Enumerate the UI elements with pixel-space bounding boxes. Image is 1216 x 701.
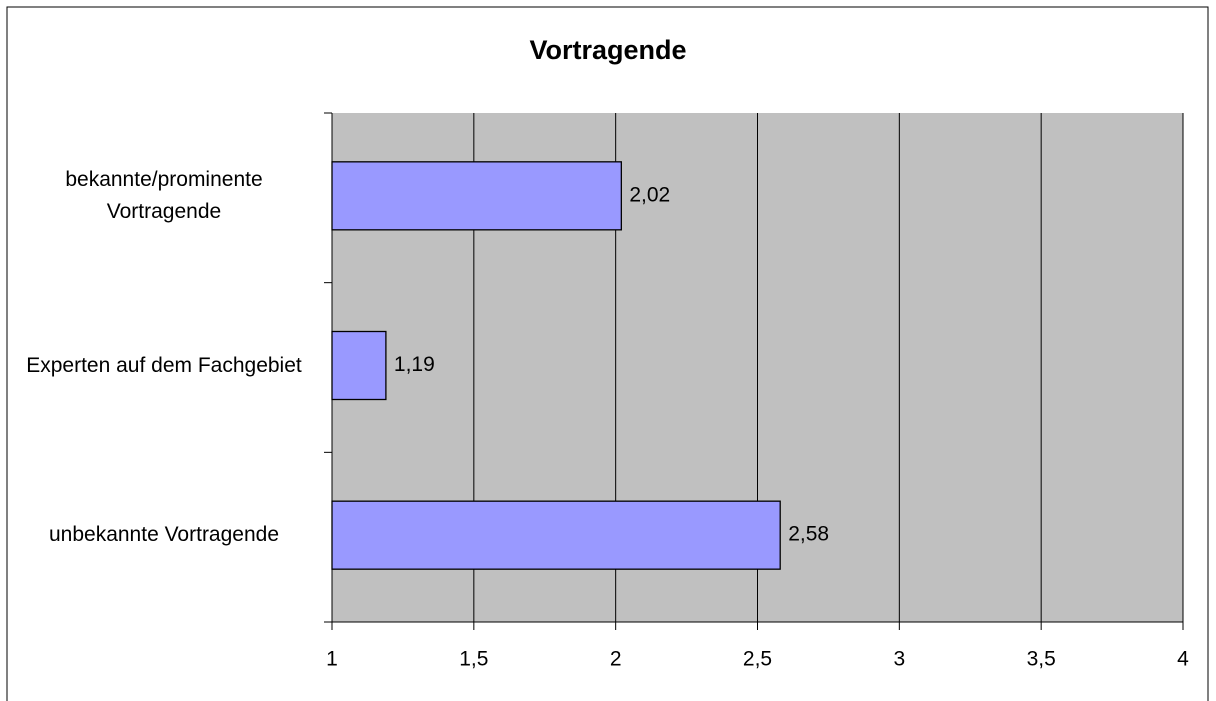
x-tick-label: 2 — [610, 648, 622, 671]
y-tick-label: Experten auf dem Fachgebiet — [26, 353, 302, 377]
data-label: 2,02 — [629, 183, 670, 206]
bar — [331, 161, 622, 231]
bar — [331, 500, 781, 570]
data-label: 1,19 — [394, 353, 435, 376]
chart-title: Vortragende — [529, 35, 686, 65]
data-label: 2,58 — [788, 523, 829, 546]
y-tick-label: unbekannte Vortragende — [48, 523, 280, 547]
x-tick-label: 1,5 — [459, 648, 488, 671]
x-tick-label: 2,5 — [743, 648, 772, 671]
x-tick-label: 3 — [893, 648, 905, 671]
x-tick-label: 3,5 — [1027, 648, 1056, 671]
y-tick-label: bekannte/prominente Vortragende — [65, 167, 263, 223]
x-tick-label: 4 — [1177, 648, 1189, 671]
bar — [331, 330, 387, 401]
x-tick-label: 1 — [326, 648, 338, 671]
